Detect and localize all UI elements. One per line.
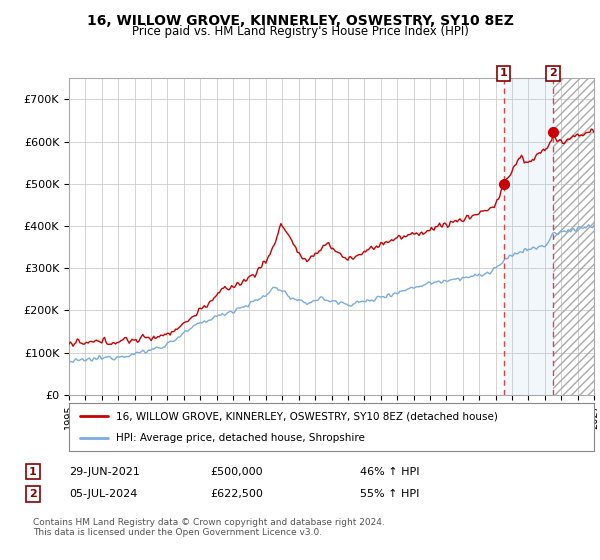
Text: £622,500: £622,500 (210, 489, 263, 499)
Text: 2: 2 (549, 68, 557, 78)
Text: 55% ↑ HPI: 55% ↑ HPI (360, 489, 419, 499)
Text: 29-JUN-2021: 29-JUN-2021 (69, 466, 140, 477)
Text: 1: 1 (29, 466, 37, 477)
Text: Price paid vs. HM Land Registry's House Price Index (HPI): Price paid vs. HM Land Registry's House … (131, 25, 469, 38)
Bar (553, 78, 594, 395)
Text: 1: 1 (500, 68, 508, 78)
Text: 05-JUL-2024: 05-JUL-2024 (69, 489, 137, 499)
Text: 16, WILLOW GROVE, KINNERLEY, OSWESTRY, SY10 8EZ (detached house): 16, WILLOW GROVE, KINNERLEY, OSWESTRY, S… (116, 411, 498, 421)
Bar (503, 78, 553, 395)
Text: 2: 2 (29, 489, 37, 499)
Bar (553, 78, 594, 395)
Text: HPI: Average price, detached house, Shropshire: HPI: Average price, detached house, Shro… (116, 433, 365, 443)
Text: 46% ↑ HPI: 46% ↑ HPI (360, 466, 419, 477)
Text: £500,000: £500,000 (210, 466, 263, 477)
Text: 16, WILLOW GROVE, KINNERLEY, OSWESTRY, SY10 8EZ: 16, WILLOW GROVE, KINNERLEY, OSWESTRY, S… (86, 14, 514, 28)
Text: Contains HM Land Registry data © Crown copyright and database right 2024.
This d: Contains HM Land Registry data © Crown c… (33, 518, 385, 538)
